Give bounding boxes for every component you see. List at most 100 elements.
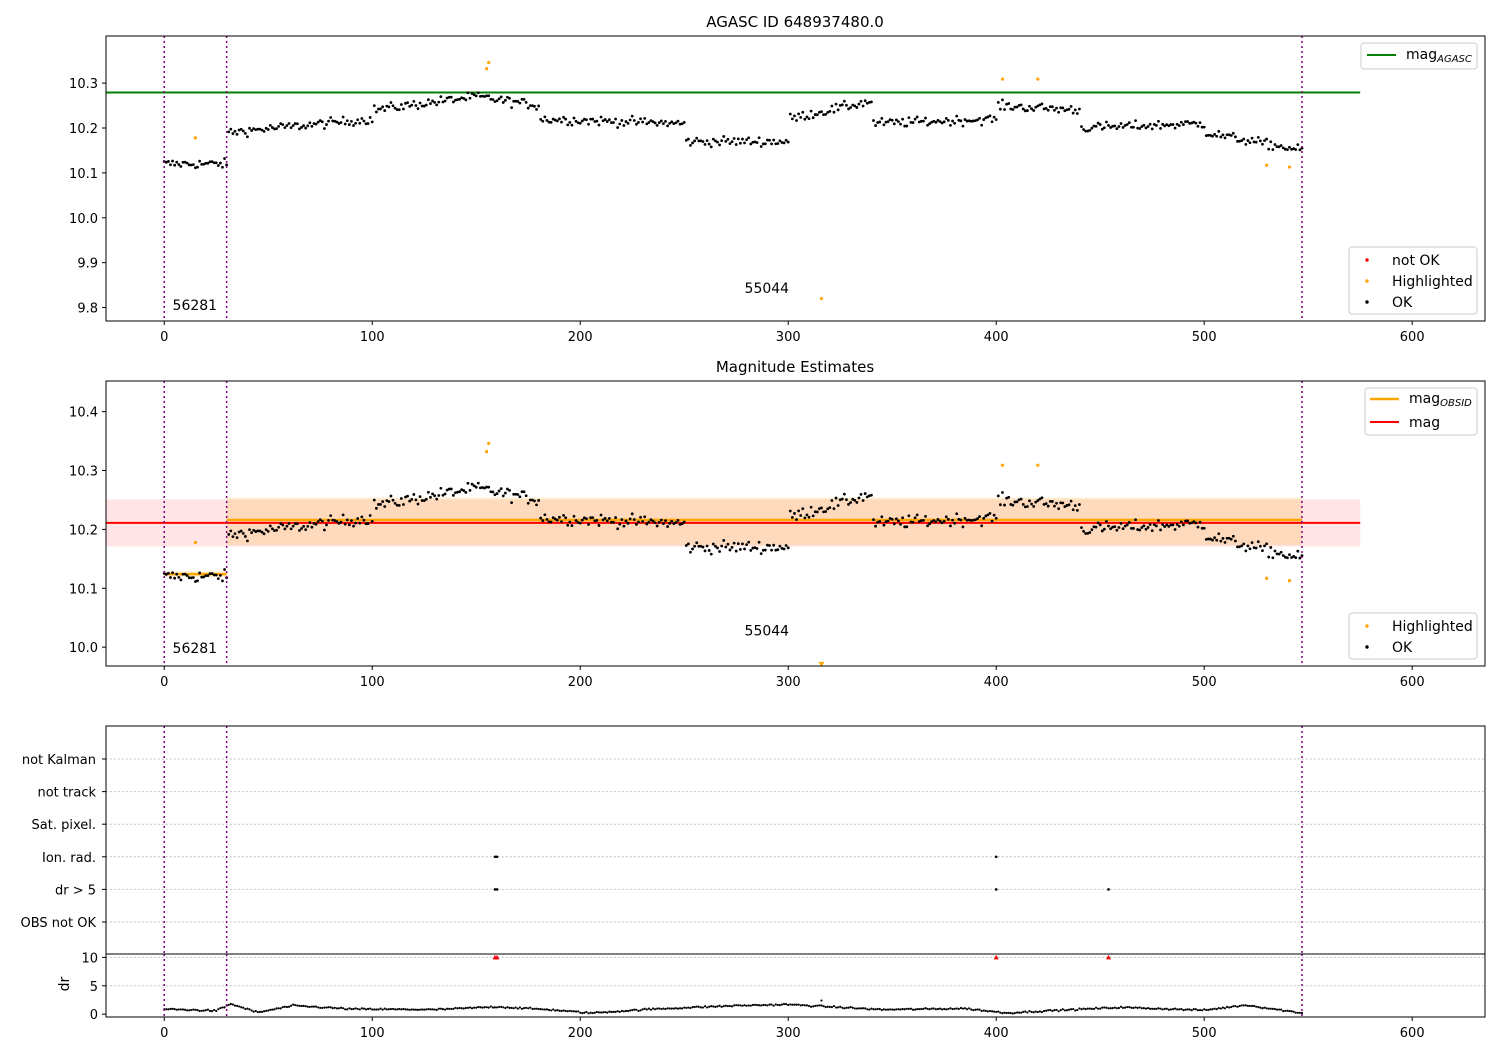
ok-point xyxy=(562,513,565,517)
ok-point xyxy=(449,95,453,99)
dr-point xyxy=(1115,1007,1118,1010)
dr-point xyxy=(547,1008,551,1012)
dr-point xyxy=(1176,1008,1179,1011)
ok-point xyxy=(612,121,615,124)
dr-point xyxy=(1094,1006,1098,1009)
ok-point xyxy=(250,129,253,132)
ok-point xyxy=(466,91,470,95)
dr-point xyxy=(1015,1011,1019,1014)
ok-point xyxy=(1283,147,1287,151)
dr-point xyxy=(437,1007,440,1010)
dr-point xyxy=(581,1012,584,1015)
panel-mag-estimates-y-axis: 10.010.110.210.310.4 xyxy=(69,406,106,656)
ok-point xyxy=(1059,106,1063,110)
ok-point xyxy=(1142,524,1146,528)
ok-point xyxy=(801,507,805,511)
ok-point xyxy=(682,120,686,124)
dr-point xyxy=(955,1007,958,1010)
dr-point xyxy=(331,1007,334,1010)
ok-point xyxy=(946,118,950,122)
y-tick-label: 9.8 xyxy=(77,302,98,317)
dr-point xyxy=(1157,1007,1160,1010)
ok-point xyxy=(497,489,501,493)
panel-dr-plot xyxy=(106,954,1485,1017)
dr-point xyxy=(984,1009,987,1012)
dr-point xyxy=(1113,1006,1116,1009)
dr-point xyxy=(514,1006,517,1009)
ok-point xyxy=(1032,504,1036,508)
dr-point xyxy=(452,1007,455,1010)
ok-point xyxy=(512,492,516,496)
dr-point xyxy=(662,1007,665,1010)
ok-point xyxy=(1044,502,1048,506)
dr-point xyxy=(1269,1007,1272,1010)
x-tick-label: 600 xyxy=(1400,1026,1425,1041)
dr-point xyxy=(957,1007,960,1011)
dr-point xyxy=(1049,1008,1052,1012)
ok-point xyxy=(749,548,753,552)
ok-point xyxy=(969,519,973,522)
ok-point xyxy=(451,100,455,104)
ok-point xyxy=(545,118,549,122)
ok-point xyxy=(295,522,299,526)
dr-point xyxy=(552,1008,555,1011)
dr-point xyxy=(980,1009,983,1013)
ok-point xyxy=(585,517,588,521)
ok-point xyxy=(568,120,572,124)
dr-point xyxy=(402,1007,405,1011)
dr-point xyxy=(310,1005,314,1008)
ok-point xyxy=(676,119,680,123)
ok-point xyxy=(1177,524,1181,528)
ok-point xyxy=(969,119,973,123)
ok-point xyxy=(626,121,630,125)
dr-point xyxy=(252,1010,255,1013)
ok-point xyxy=(325,523,328,527)
ok-point xyxy=(686,542,690,546)
ok-point xyxy=(1069,499,1073,503)
dr-point xyxy=(418,1008,422,1011)
dr-point xyxy=(595,1010,598,1014)
ok-point xyxy=(913,117,917,121)
dr-point xyxy=(1298,1011,1301,1014)
ok-point xyxy=(1080,526,1083,530)
ok-point xyxy=(1206,537,1210,541)
ok-point xyxy=(840,103,844,107)
ok-point xyxy=(1277,145,1281,149)
ok-point xyxy=(416,107,420,111)
ok-point xyxy=(942,519,946,523)
ok-point xyxy=(1134,119,1137,123)
ok-point xyxy=(961,525,965,529)
dr-point xyxy=(918,1007,921,1011)
ok-point xyxy=(470,92,474,95)
ok-point xyxy=(788,112,792,116)
ok-point xyxy=(882,123,886,127)
y-tick-label: 10.0 xyxy=(69,641,98,656)
dr-point xyxy=(206,1008,210,1011)
ok-point xyxy=(166,571,170,575)
ok-point xyxy=(1236,139,1239,143)
ok-point xyxy=(187,576,191,580)
ok-point xyxy=(724,140,728,143)
ok-point xyxy=(901,516,905,520)
legend-highlighted-swatch xyxy=(1365,624,1369,628)
ok-point xyxy=(897,519,900,523)
dr-point xyxy=(903,1008,906,1011)
ok-point xyxy=(510,501,513,505)
dr-point xyxy=(470,1007,474,1010)
dr-point xyxy=(583,1011,586,1014)
dr-point xyxy=(473,1006,476,1009)
dr-point xyxy=(314,1005,318,1008)
ok-point xyxy=(936,119,940,122)
panel-agasc: AGASC ID 648937480.0 0 100 200 300 400 500 600… xyxy=(69,13,1486,345)
ok-point xyxy=(1294,556,1298,559)
ok-point xyxy=(335,520,339,523)
ok-point xyxy=(1219,135,1223,139)
ok-point xyxy=(408,105,412,108)
dr-point xyxy=(876,1007,879,1011)
dr-point xyxy=(1076,1008,1079,1012)
ok-point xyxy=(1167,524,1171,528)
ok-point xyxy=(607,118,611,122)
ok-point xyxy=(439,95,443,99)
ok-point xyxy=(196,165,199,169)
dr-point xyxy=(818,1004,821,1007)
